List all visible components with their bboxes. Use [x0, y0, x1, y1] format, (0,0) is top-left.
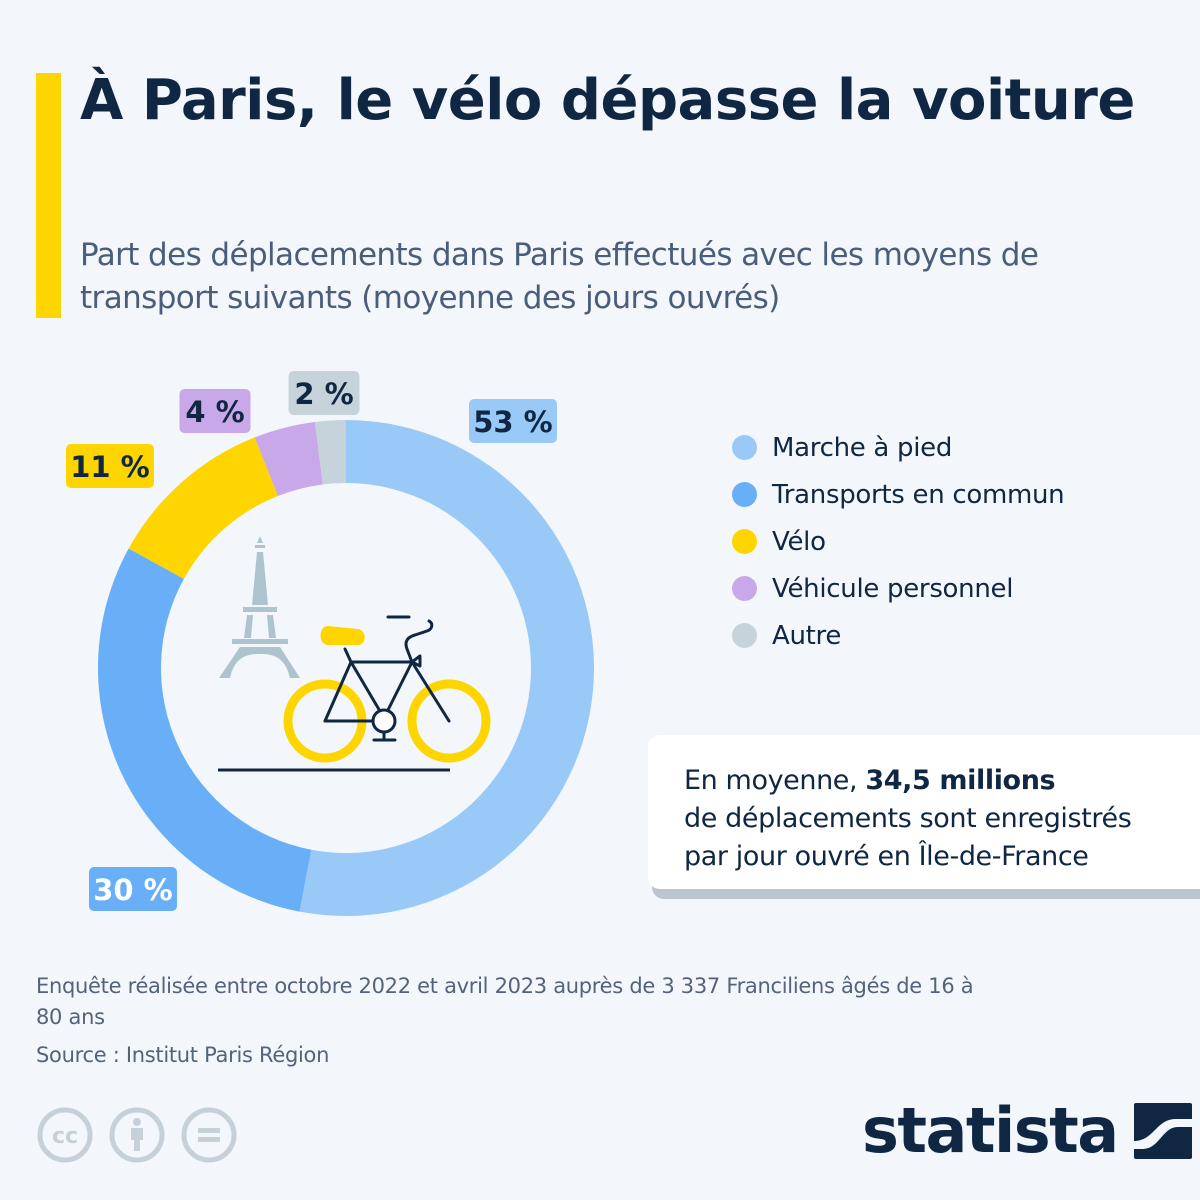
- data-label-text: 53 %: [473, 405, 553, 439]
- legend-label: Transports en commun: [772, 479, 1065, 510]
- data-label-box: [288, 371, 360, 415]
- data-label-text: 2 %: [294, 377, 353, 411]
- legend-label: Vélo: [772, 526, 826, 557]
- donut-slice-autre: [314, 420, 346, 485]
- legend-dot-icon: [732, 623, 757, 648]
- bicycle-icon: [218, 615, 491, 772]
- title-accent-bar: [36, 73, 61, 318]
- data-label-box: [469, 399, 557, 443]
- legend-item-transports: Transports en commun: [732, 471, 1065, 518]
- donut-slice-transports-en-commun: [98, 548, 312, 912]
- legend-label: Véhicule personnel: [772, 573, 1014, 604]
- callout-line-2: de déplacements sont enregistrés: [684, 803, 1132, 834]
- callout-text: En moyenne, 34,5 millions de déplacement…: [684, 762, 1184, 876]
- donut-slice-v-hicule-personnel: [254, 421, 323, 496]
- data-label-text: 11 %: [70, 450, 150, 484]
- data-label: 30 %: [89, 867, 177, 911]
- data-label-box: [66, 444, 154, 488]
- legend-item-autre: Autre: [732, 612, 1064, 659]
- callout-line-3: par jour ouvré en Île-de-France: [684, 841, 1089, 872]
- donut-chart: 53 % 30 % 11 % 4 % 2 %: [66, 371, 595, 916]
- center-illustration: [218, 536, 491, 772]
- data-label-text: 30 %: [93, 873, 173, 907]
- legend-dot-icon: [732, 529, 757, 554]
- legend-dot-icon: [732, 576, 757, 601]
- statista-brand[interactable]: statista: [862, 1096, 1194, 1166]
- data-label: 53 %: [469, 399, 557, 443]
- legend-dot-icon: [732, 435, 757, 460]
- survey-note: Enquête réalisée entre octobre 2022 et a…: [36, 974, 974, 1029]
- legend-item-marche: Marche à pied: [732, 424, 1064, 471]
- page-subtitle: Part des déplacements dans Paris effectu…: [80, 237, 1039, 316]
- legend-dot-icon: [732, 482, 757, 507]
- license-icons: cc: [36, 1106, 238, 1164]
- callout-highlight: 34,5 millions: [865, 765, 1056, 796]
- data-label: 2 %: [288, 371, 360, 415]
- data-label-box: [89, 867, 177, 911]
- data-label-text: 4 %: [185, 395, 244, 429]
- eiffel-tower-icon: [219, 536, 300, 678]
- attribution-icon[interactable]: [108, 1106, 166, 1164]
- donut-slice-v-lo: [128, 437, 278, 579]
- statista-logo-icon: [1133, 1103, 1192, 1159]
- data-label: 4 %: [179, 389, 251, 433]
- legend-label: Marche à pied: [772, 432, 953, 463]
- donut-slices: [98, 420, 595, 916]
- chart-legend: Marche à pied Transports en commun Vélo …: [732, 424, 1065, 659]
- legend-label: Autre: [772, 620, 842, 651]
- donut-labels: 53 % 30 % 11 % 4 % 2 %: [66, 371, 557, 911]
- source-link[interactable]: Source : Institut Paris Région: [36, 1043, 330, 1067]
- donut-slice-marche-pied: [299, 420, 595, 916]
- info-callout: En moyenne, 34,5 millions de déplacement…: [648, 735, 1200, 889]
- data-label: 11 %: [66, 444, 154, 488]
- data-label-box: [179, 389, 251, 433]
- legend-item-vehicule: Véhicule personnel: [732, 565, 1064, 612]
- callout-prefix: En moyenne,: [684, 765, 866, 796]
- cc-icon[interactable]: cc: [36, 1106, 94, 1164]
- no-derivatives-icon[interactable]: [180, 1106, 238, 1164]
- svg-text:cc: cc: [52, 1124, 78, 1149]
- legend-item-velo: Vélo: [732, 518, 1064, 565]
- page-title: À Paris, le vélo dépasse la voiture: [80, 68, 1135, 133]
- brand-name: statista: [862, 1094, 1119, 1167]
